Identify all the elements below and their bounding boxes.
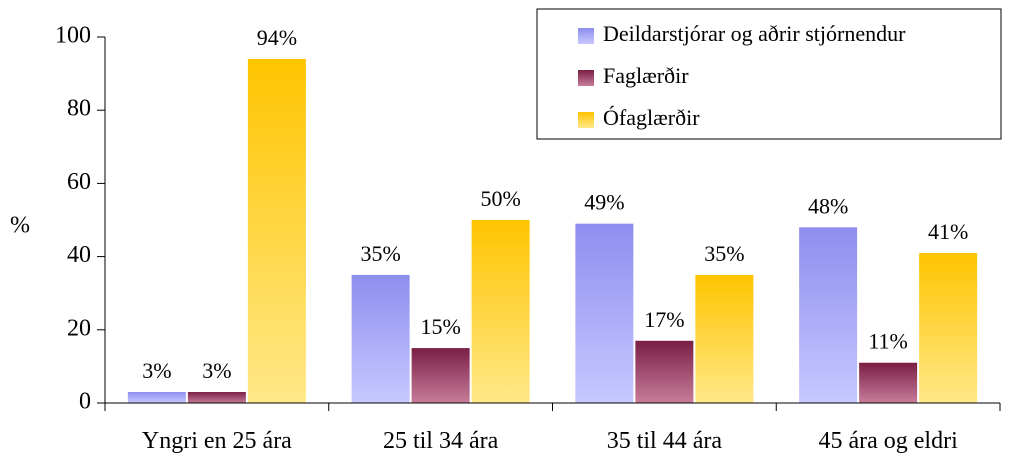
y-tick-label: 40: [67, 242, 91, 268]
y-tick-label: 20: [67, 315, 91, 341]
bar-2-1: [187, 392, 246, 403]
legend-swatch-1: [578, 28, 594, 44]
legend-label-2: Faglærðir: [603, 63, 689, 88]
data-label-3-4: 41%: [928, 219, 968, 244]
bar-2-4: [859, 362, 918, 403]
bar-2-3: [635, 340, 694, 403]
legend-label-1: Deildarstjórar og aðrir stjórnendur: [603, 21, 906, 46]
data-label-2-2: 15%: [420, 314, 460, 339]
data-label-3-2: 50%: [480, 186, 520, 211]
legend-box: [536, 8, 1002, 140]
legend: Deildarstjórar og aðrir stjórnendur Faglæ…: [536, 8, 1002, 140]
legend-label-3: Ófaglærðir: [603, 105, 700, 130]
y-tick-label: 80: [67, 96, 91, 122]
data-label-1-3: 49%: [584, 190, 624, 215]
y-tick-label: 0: [79, 389, 91, 415]
data-label-2-3: 17%: [644, 307, 684, 332]
data-label-1-4: 48%: [808, 193, 848, 218]
bar-3-3: [695, 274, 754, 403]
data-label-3-1: 94%: [257, 25, 297, 50]
y-tick-label: 100: [55, 23, 91, 49]
data-label-1-2: 35%: [360, 241, 400, 266]
legend-swatch-2: [578, 70, 594, 86]
data-label-3-3: 35%: [704, 241, 744, 266]
bar-1-2: [351, 274, 410, 403]
bar-3-1: [247, 58, 306, 404]
data-label-1-1: 3%: [142, 358, 171, 383]
x-category-label: Yngri en 25 ára: [142, 428, 292, 454]
x-category-label: 25 til 34 ára: [383, 428, 499, 454]
axes-group: 0 20 40 60 80 100 Yngri en 25 ára 25 til 34 ára…: [55, 23, 1001, 454]
data-label-2-4: 11%: [868, 329, 908, 354]
bar-1-1: [127, 392, 186, 403]
data-label-2-1: 3%: [202, 358, 231, 383]
x-category-label: 45 ára og eldri: [818, 428, 958, 454]
bars-group: [127, 58, 978, 404]
data-labels-group: 3% 3% 94% 35% 15% 50% 49% 17% 35% 48% 11% 41%: [142, 25, 968, 383]
y-axis-label: %: [10, 213, 30, 239]
bar-1-4: [799, 227, 858, 403]
y-tick-label: 60: [67, 169, 91, 195]
x-category-label: 35 til 44 ára: [607, 428, 723, 454]
bar-3-4: [919, 252, 978, 403]
legend-swatch-3: [578, 112, 594, 128]
bar-3-2: [471, 220, 530, 403]
bar-1-3: [575, 223, 634, 403]
bar-2-2: [411, 348, 470, 403]
